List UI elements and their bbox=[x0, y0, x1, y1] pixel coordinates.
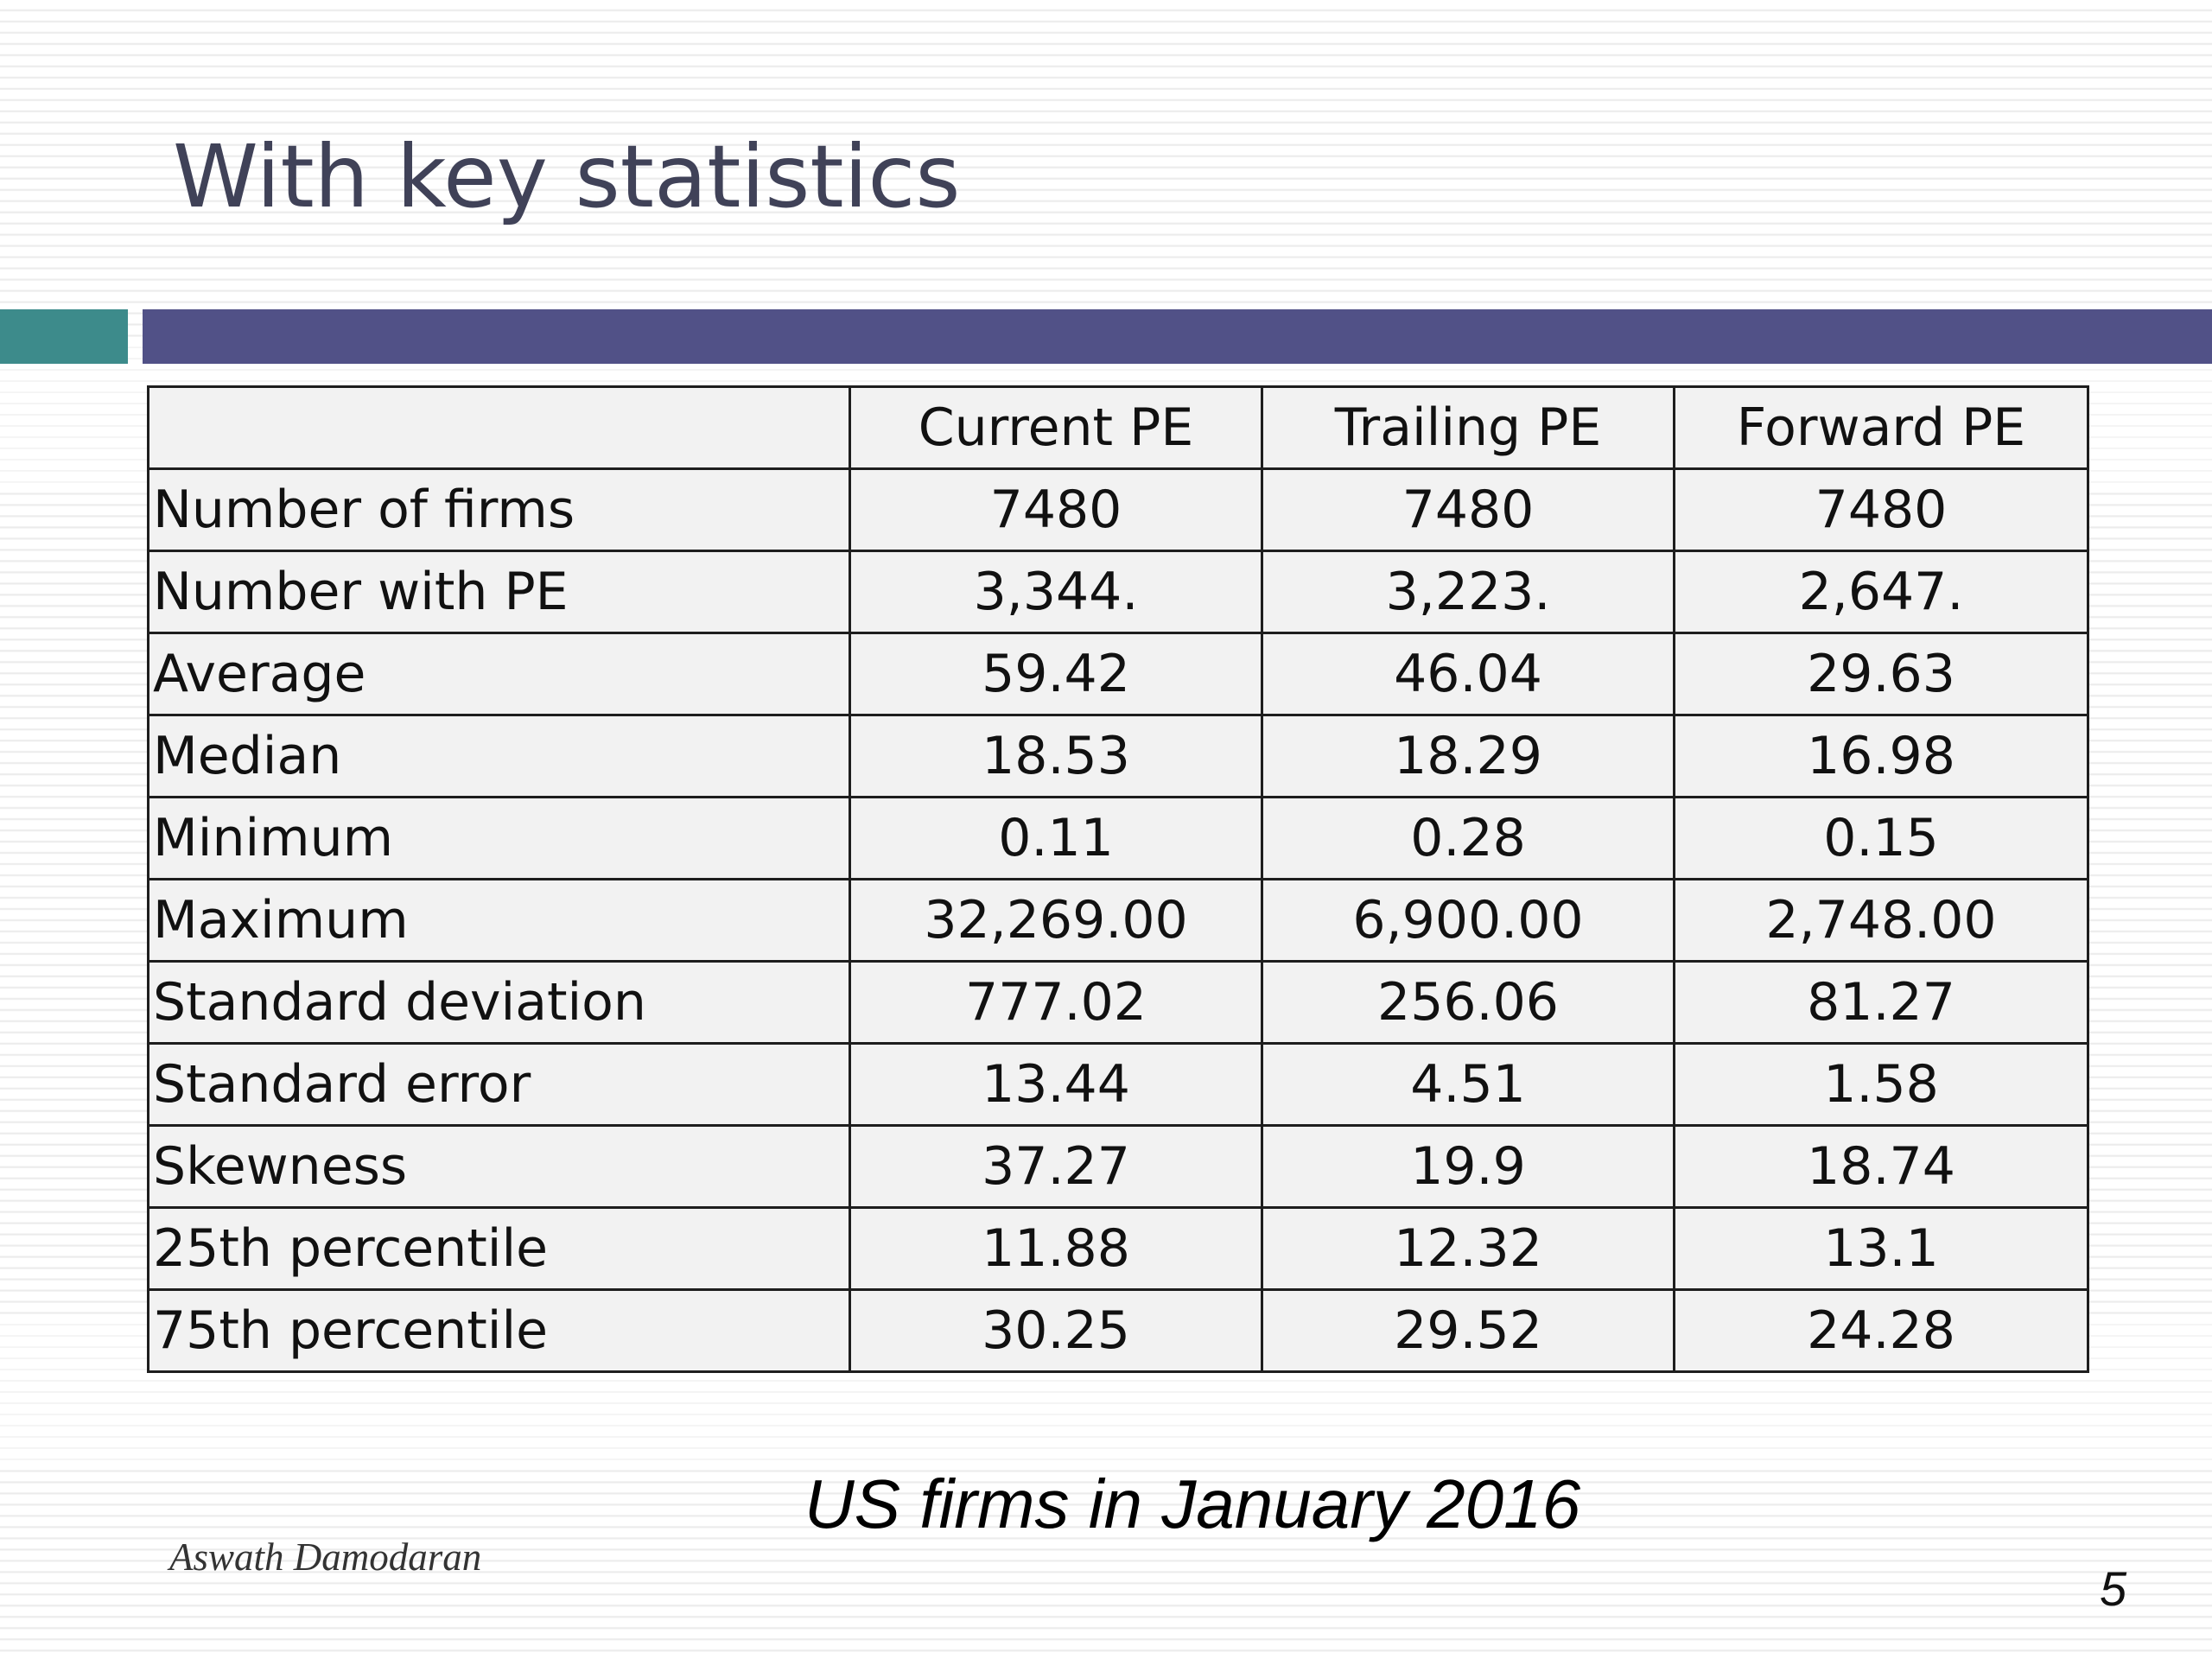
row-label: 25th percentile bbox=[147, 1206, 851, 1291]
current-pe-value: 0.11 bbox=[849, 796, 1263, 880]
row-label: Standard error bbox=[147, 1042, 851, 1127]
table-row: Standard error 13.44 4.51 1.58 bbox=[147, 1042, 2089, 1127]
header-current-pe: Current PE bbox=[849, 385, 1263, 470]
forward-pe-value: 0.15 bbox=[1673, 796, 2089, 880]
table-row: Number of firms 7480 7480 7480 bbox=[147, 467, 2089, 552]
header-forward-pe: Forward PE bbox=[1673, 385, 2089, 470]
forward-pe-value: 18.74 bbox=[1673, 1124, 2089, 1209]
current-pe-value: 18.53 bbox=[849, 714, 1263, 798]
forward-pe-value: 7480 bbox=[1673, 467, 2089, 552]
forward-pe-value: 81.27 bbox=[1673, 960, 2089, 1045]
title-divider-bar bbox=[143, 309, 2212, 364]
row-label: Average bbox=[147, 632, 851, 716]
table-row: Average 59.42 46.04 29.63 bbox=[147, 632, 2089, 716]
forward-pe-value: 16.98 bbox=[1673, 714, 2089, 798]
current-pe-value: 32,269.00 bbox=[849, 878, 1263, 963]
row-label: Minimum bbox=[147, 796, 851, 880]
current-pe-value: 7480 bbox=[849, 467, 1263, 552]
row-label: 75th percentile bbox=[147, 1288, 851, 1373]
table-row: Median 18.53 18.29 16.98 bbox=[147, 714, 2089, 798]
table-row: 25th percentile 11.88 12.32 13.1 bbox=[147, 1206, 2089, 1291]
forward-pe-value: 2,748.00 bbox=[1673, 878, 2089, 963]
current-pe-value: 37.27 bbox=[849, 1124, 1263, 1209]
slide-title: With key statistics bbox=[173, 126, 961, 227]
row-label: Skewness bbox=[147, 1124, 851, 1209]
row-label: Number with PE bbox=[147, 550, 851, 634]
current-pe-value: 11.88 bbox=[849, 1206, 1263, 1291]
forward-pe-value: 1.58 bbox=[1673, 1042, 2089, 1127]
table-row: Standard deviation 777.02 256.06 81.27 bbox=[147, 960, 2089, 1045]
trailing-pe-value: 12.32 bbox=[1261, 1206, 1675, 1291]
title-accent-bar bbox=[0, 309, 128, 364]
table-row: Number with PE 3,344. 3,223. 2,647. bbox=[147, 550, 2089, 634]
row-label: Median bbox=[147, 714, 851, 798]
table-row: Skewness 37.27 19.9 18.74 bbox=[147, 1124, 2089, 1209]
trailing-pe-value: 4.51 bbox=[1261, 1042, 1675, 1127]
forward-pe-value: 2,647. bbox=[1673, 550, 2089, 634]
trailing-pe-value: 29.52 bbox=[1261, 1288, 1675, 1373]
trailing-pe-value: 0.28 bbox=[1261, 796, 1675, 880]
current-pe-value: 777.02 bbox=[849, 960, 1263, 1045]
table-row: Minimum 0.11 0.28 0.15 bbox=[147, 796, 2089, 880]
trailing-pe-value: 46.04 bbox=[1261, 632, 1675, 716]
forward-pe-value: 29.63 bbox=[1673, 632, 2089, 716]
row-label: Number of firms bbox=[147, 467, 851, 552]
page-number: 5 bbox=[2100, 1561, 2127, 1616]
slide-caption: US firms in January 2016 bbox=[804, 1465, 1581, 1542]
row-label: Standard deviation bbox=[147, 960, 851, 1045]
trailing-pe-value: 7480 bbox=[1261, 467, 1675, 552]
header-cell-empty bbox=[147, 385, 851, 470]
author-name: Aswath Damodaran bbox=[169, 1535, 482, 1579]
table-header-row: Current PE Trailing PE Forward PE bbox=[147, 385, 2089, 470]
current-pe-value: 30.25 bbox=[849, 1288, 1263, 1373]
trailing-pe-value: 6,900.00 bbox=[1261, 878, 1675, 963]
row-label: Maximum bbox=[147, 878, 851, 963]
table-row: Maximum 32,269.00 6,900.00 2,748.00 bbox=[147, 878, 2089, 963]
current-pe-value: 59.42 bbox=[849, 632, 1263, 716]
current-pe-value: 3,344. bbox=[849, 550, 1263, 634]
trailing-pe-value: 256.06 bbox=[1261, 960, 1675, 1045]
trailing-pe-value: 19.9 bbox=[1261, 1124, 1675, 1209]
current-pe-value: 13.44 bbox=[849, 1042, 1263, 1127]
forward-pe-value: 24.28 bbox=[1673, 1288, 2089, 1373]
table-row: 75th percentile 30.25 29.52 24.28 bbox=[147, 1288, 2089, 1373]
forward-pe-value: 13.1 bbox=[1673, 1206, 2089, 1291]
pe-statistics-table: Current PE Trailing PE Forward PE Number… bbox=[147, 385, 2089, 1373]
trailing-pe-value: 18.29 bbox=[1261, 714, 1675, 798]
header-trailing-pe: Trailing PE bbox=[1261, 385, 1675, 470]
trailing-pe-value: 3,223. bbox=[1261, 550, 1675, 634]
